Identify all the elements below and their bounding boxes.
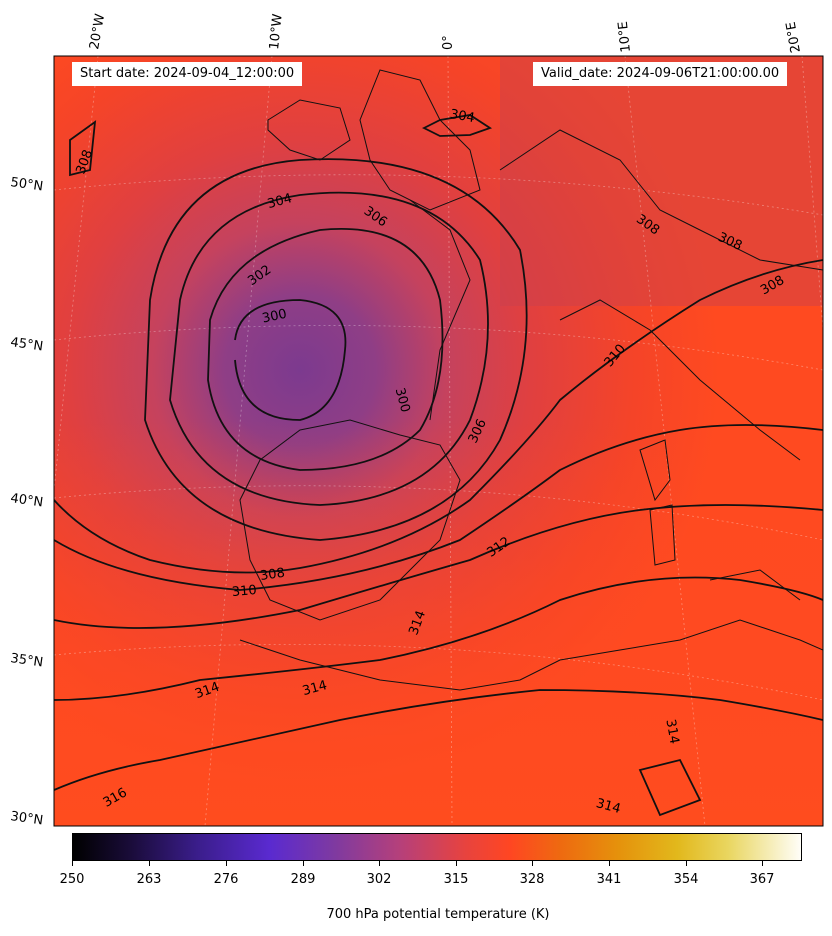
colorbar: [72, 833, 802, 861]
lon-label: 10°E: [616, 20, 634, 53]
lat-label: 40°N: [9, 491, 44, 510]
map-frame: [53, 55, 824, 827]
contour-label: 304: [266, 191, 294, 212]
contour-label: 308: [259, 566, 286, 584]
colorbar-tick-mark: [379, 861, 380, 866]
lon-label: 10°W: [267, 13, 286, 50]
coastlines: [239, 69, 823, 691]
colorbar-tick-mark: [762, 861, 763, 866]
longitude-labels: 20°W 10°W 0° 10°E 20°E: [87, 13, 804, 54]
colorbar-tick-mark: [609, 861, 610, 866]
colorbar-label: 700 hPa potential temperature (K): [326, 907, 550, 922]
contour-label: 314: [594, 796, 622, 817]
lon-label: 20°W: [87, 13, 108, 51]
colorbar-tick-label: 263: [136, 872, 162, 887]
colorbar-tick-mark: [686, 861, 687, 866]
colorbar-tick-mark: [456, 861, 457, 866]
start-date-label: Start date: 2024-09-04_12:00:00: [72, 62, 303, 86]
contours: [54, 114, 823, 817]
lat-label: 30°N: [9, 809, 44, 828]
temperature-field: [54, 56, 823, 826]
contour-label: 304: [449, 107, 476, 126]
colorbar-tick-mark: [72, 861, 73, 866]
colorbar-tick-mark: [303, 861, 304, 866]
colorbar-tick-label: 302: [366, 872, 392, 887]
colorbar-tick-label: 250: [59, 872, 85, 887]
colorbar-tick-mark: [226, 861, 227, 866]
colorbar-tick-label: 341: [596, 872, 622, 887]
lat-label: 45°N: [9, 335, 44, 354]
lon-label: 20°E: [784, 21, 804, 54]
colorbar-tick-label: 328: [519, 872, 545, 887]
colorbar-tick-label: 276: [213, 872, 239, 887]
colorbar-tick-mark: [149, 861, 150, 866]
contour-label: 300: [261, 307, 288, 327]
contour-label: 314: [662, 718, 681, 745]
lon-label: 0°: [441, 35, 456, 50]
colorbar-tick-label: 315: [443, 872, 469, 887]
latitude-labels: 50°N 45°N 40°N 35°N 30°N: [9, 175, 44, 828]
lat-label: 35°N: [9, 651, 44, 670]
colorbar-tick-mark: [532, 861, 533, 866]
colorbar-tick-label: 354: [673, 872, 699, 887]
contour-label: 300: [392, 386, 413, 414]
contour-label: 310: [231, 583, 257, 600]
colorbar-tick-label: 289: [290, 872, 316, 887]
lat-label: 50°N: [9, 175, 44, 194]
valid-date-label: Valid_date: 2024-09-06T21:00:00.00: [533, 62, 788, 86]
colorbar-tick-label: 367: [749, 872, 775, 887]
contour-label: 314: [301, 678, 329, 699]
